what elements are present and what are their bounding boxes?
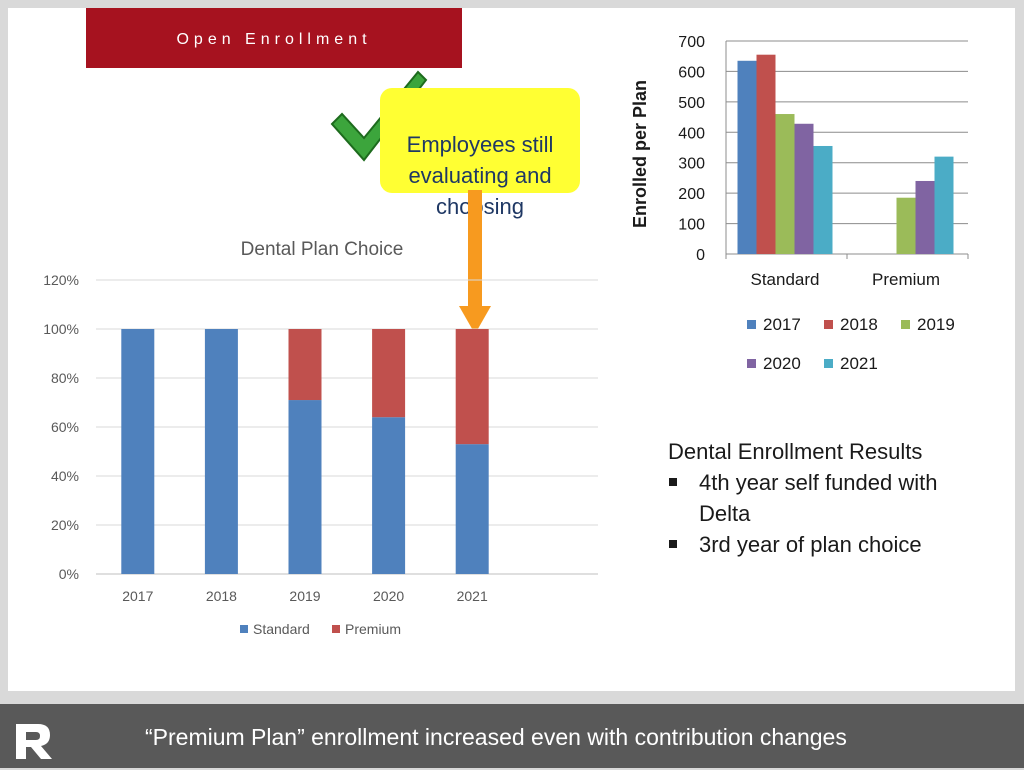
bar-standard xyxy=(288,400,322,574)
results-heading: Dental Enrollment Results xyxy=(668,439,923,464)
x-tick-label: 2021 xyxy=(457,588,488,604)
y-tick-label: 500 xyxy=(678,95,705,112)
legend-swatch xyxy=(824,320,833,329)
bar-2018 xyxy=(756,54,776,254)
legend-label: Standard xyxy=(253,621,310,637)
legend-label: 2021 xyxy=(840,354,878,373)
legend-swatch xyxy=(901,320,910,329)
bar-2017 xyxy=(737,60,757,255)
y-tick-label: 100 xyxy=(678,217,705,234)
r-logo-icon xyxy=(16,724,52,759)
legend-swatch xyxy=(332,625,340,633)
legend-label: Premium xyxy=(345,621,401,637)
bar-premium xyxy=(455,329,489,445)
bar-2019 xyxy=(775,114,795,255)
y-tick-label: 120% xyxy=(43,272,79,288)
orange-down-arrow-icon xyxy=(459,190,491,334)
y-tick-label: 600 xyxy=(678,64,705,81)
y-tick-label: 80% xyxy=(51,370,79,386)
chart-title: Dental Plan Choice xyxy=(241,239,404,260)
page-title: Open Enrollment xyxy=(176,31,372,48)
results-bullet: 4th year self funded with Delta xyxy=(668,467,969,529)
x-tick-label: 2018 xyxy=(206,588,237,604)
legend-swatch xyxy=(747,320,756,329)
x-tick-label: 2019 xyxy=(289,588,320,604)
y-axis-label: Enrolled per Plan xyxy=(630,80,650,228)
bar-standard xyxy=(372,417,406,574)
footer-text: “Premium Plan” enrollment increased even… xyxy=(145,724,847,750)
y-tick-label: 40% xyxy=(51,468,79,484)
legend-swatch xyxy=(240,625,248,633)
x-tick-label: 2020 xyxy=(373,588,404,604)
x-tick-label: 2017 xyxy=(122,588,153,604)
plan-choice-chart: Dental Plan Choice 0% 20% 40% 60% 80% 100% 120%… xyxy=(43,239,598,637)
y-tick-label: 100% xyxy=(43,321,79,337)
x-tick-label: Standard xyxy=(751,270,820,289)
y-tick-label: 0 xyxy=(696,247,705,264)
legend-swatch xyxy=(824,359,833,368)
bar-2020 xyxy=(915,180,935,254)
y-tick-label: 20% xyxy=(51,517,79,533)
y-tick-label: 300 xyxy=(678,156,705,173)
bar-2019 xyxy=(896,197,916,254)
bar-standard xyxy=(121,329,155,574)
bar-premium xyxy=(288,329,322,401)
y-tick-label: 700 xyxy=(678,34,705,51)
x-tick-label: Premium xyxy=(872,270,940,289)
header-bar: Open Enrollment xyxy=(86,8,462,68)
footer-bar: “Premium Plan” enrollment increased even… xyxy=(0,704,1024,768)
y-tick-label: 400 xyxy=(678,125,705,142)
bar-2021 xyxy=(934,156,954,254)
bar-standard xyxy=(204,329,238,574)
enrolled-per-plan-chart: Enrolled per Plan 0 100 200 300 400 500 600 700 S… xyxy=(630,34,969,373)
legend-swatch xyxy=(747,359,756,368)
bar-premium xyxy=(372,329,406,418)
results-bullet: 3rd year of plan choice xyxy=(668,529,969,560)
results-text-box: Dental Enrollment Results 4th year self … xyxy=(668,436,969,560)
legend-label: 2017 xyxy=(763,315,801,334)
y-tick-label: 60% xyxy=(51,419,79,435)
y-tick-label: 200 xyxy=(678,186,705,203)
bar-2020 xyxy=(794,123,814,254)
slide: Open Enrollment Employees still evaluati… xyxy=(8,8,1015,691)
results-list: 4th year self funded with Delta 3rd year… xyxy=(668,467,969,560)
bar-2021 xyxy=(813,145,833,254)
legend-label: 2018 xyxy=(840,315,878,334)
bar-standard xyxy=(455,444,489,574)
legend-label: 2019 xyxy=(917,315,955,334)
legend-label: 2020 xyxy=(763,354,801,373)
y-tick-label: 0% xyxy=(59,566,79,582)
